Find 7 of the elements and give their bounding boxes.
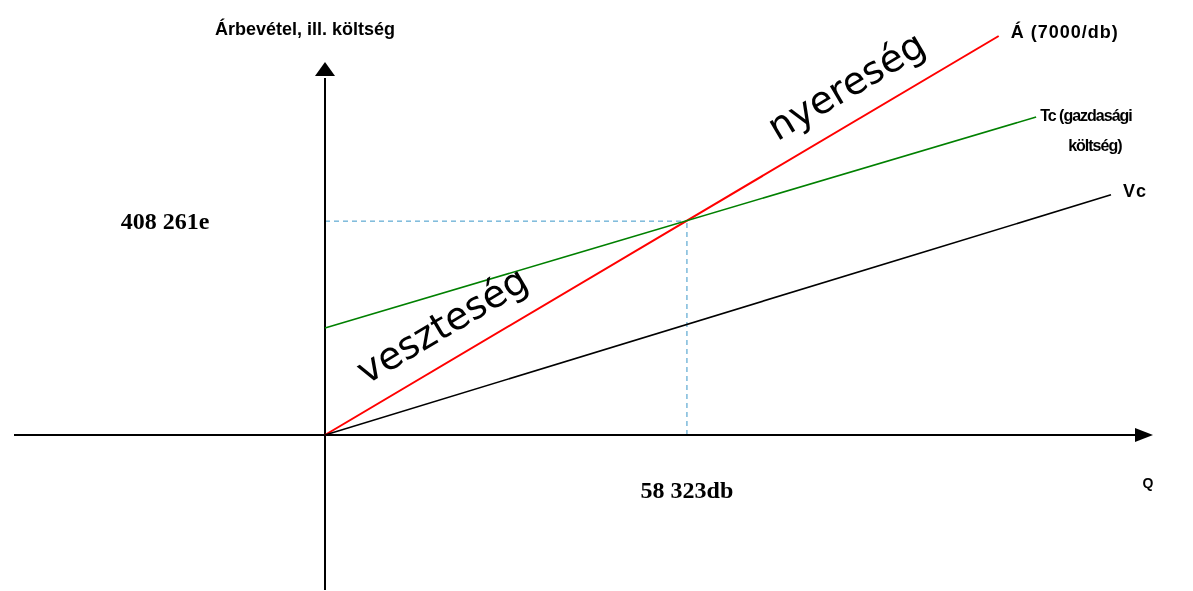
text: 408 261e	[120, 207, 210, 234]
series-label: Tc (gazdasági költség)	[1040, 107, 1133, 154]
x-axis-title: Q	[1142, 475, 1154, 491]
series-label: Vc	[1123, 180, 1148, 201]
y-axis-title: Árbevétel, ill. költség	[214, 18, 396, 39]
series-label: Á (7000/db)	[1010, 21, 1119, 42]
text: 58 323db	[640, 477, 734, 503]
